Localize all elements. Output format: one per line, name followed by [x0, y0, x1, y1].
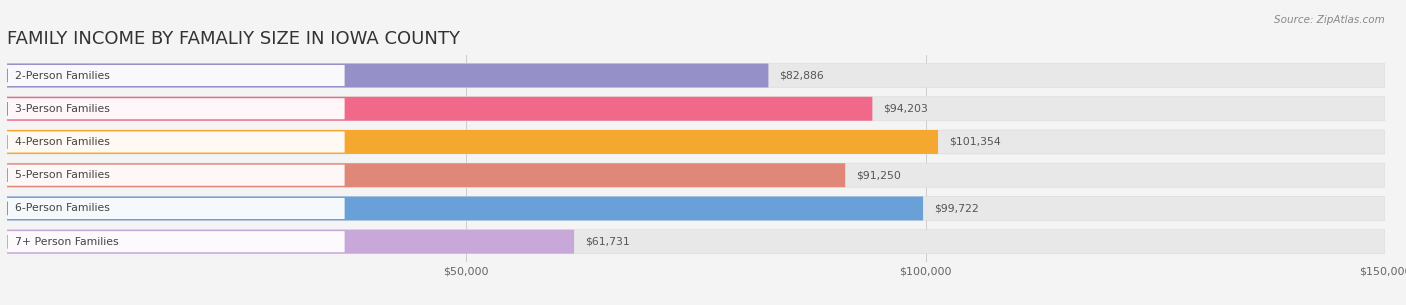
FancyBboxPatch shape [7, 231, 344, 252]
Text: $94,203: $94,203 [883, 104, 928, 114]
FancyBboxPatch shape [7, 131, 344, 152]
FancyBboxPatch shape [7, 230, 1385, 254]
Text: $101,354: $101,354 [949, 137, 1001, 147]
Text: 2-Person Families: 2-Person Families [15, 70, 110, 81]
Text: $99,722: $99,722 [934, 203, 979, 213]
FancyBboxPatch shape [7, 163, 1385, 187]
FancyBboxPatch shape [7, 97, 872, 121]
FancyBboxPatch shape [7, 196, 1385, 221]
Text: $61,731: $61,731 [585, 237, 630, 247]
FancyBboxPatch shape [7, 98, 344, 119]
FancyBboxPatch shape [7, 65, 344, 86]
FancyBboxPatch shape [7, 130, 1385, 154]
Text: 3-Person Families: 3-Person Families [15, 104, 110, 114]
Text: Source: ZipAtlas.com: Source: ZipAtlas.com [1274, 15, 1385, 25]
Text: 6-Person Families: 6-Person Families [15, 203, 110, 213]
Text: 5-Person Families: 5-Person Families [15, 170, 110, 180]
Text: FAMILY INCOME BY FAMALIY SIZE IN IOWA COUNTY: FAMILY INCOME BY FAMALIY SIZE IN IOWA CO… [7, 30, 460, 48]
FancyBboxPatch shape [7, 97, 1385, 121]
FancyBboxPatch shape [7, 130, 938, 154]
FancyBboxPatch shape [7, 196, 924, 221]
FancyBboxPatch shape [7, 198, 344, 219]
Text: $91,250: $91,250 [856, 170, 901, 180]
FancyBboxPatch shape [7, 230, 574, 254]
FancyBboxPatch shape [7, 63, 769, 88]
FancyBboxPatch shape [7, 165, 344, 186]
Text: $82,886: $82,886 [779, 70, 824, 81]
Text: 4-Person Families: 4-Person Families [15, 137, 110, 147]
FancyBboxPatch shape [7, 63, 1385, 88]
Text: 7+ Person Families: 7+ Person Families [15, 237, 120, 247]
FancyBboxPatch shape [7, 163, 845, 187]
